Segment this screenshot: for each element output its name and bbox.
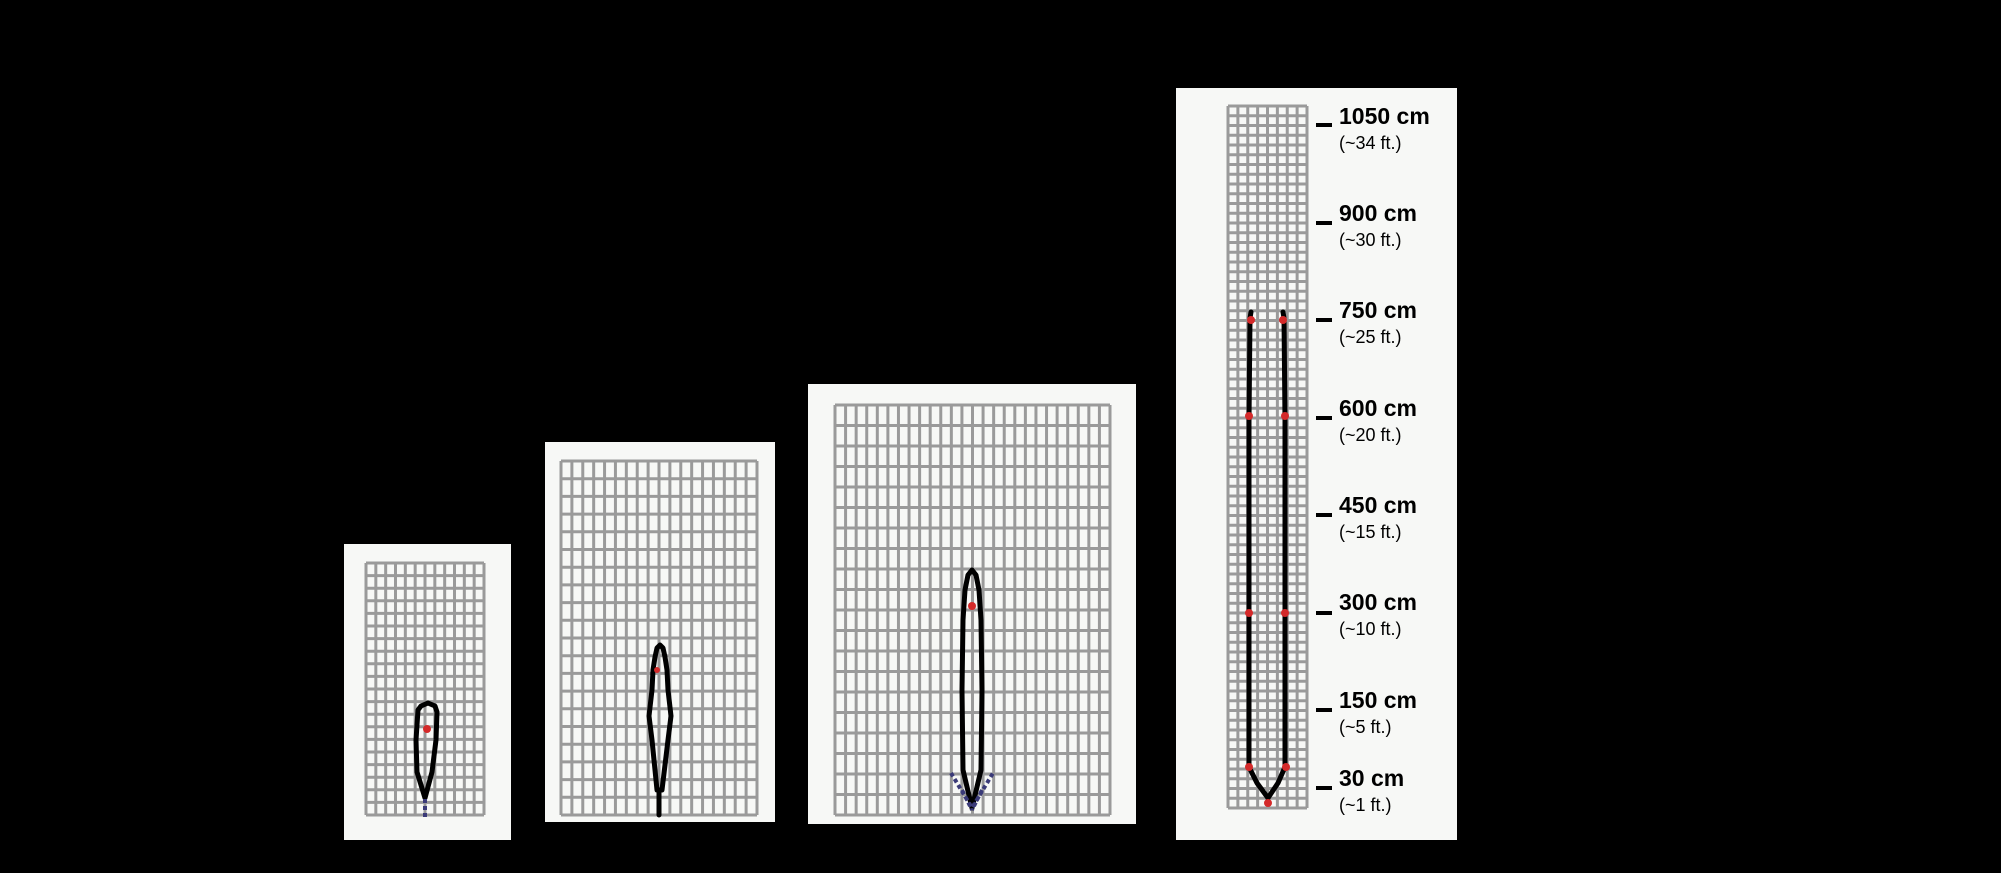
panel-4-node [1264, 799, 1272, 807]
height-scale: 1050 cm (~34 ft.) 900 cm (~30 ft.) 750 c… [1316, 103, 1430, 815]
scale-label: 300 cm [1339, 589, 1417, 615]
panel-4-node [1245, 609, 1253, 617]
scale-sublabel: (~30 ft.) [1339, 230, 1402, 250]
scale-sublabel: (~34 ft.) [1339, 133, 1402, 153]
scale-label: 900 cm [1339, 200, 1417, 226]
stage-panel-1 [344, 544, 511, 840]
scale-label: 30 cm [1339, 765, 1404, 791]
scale-sublabel: (~10 ft.) [1339, 619, 1402, 639]
panel-2-organism-outline [646, 642, 674, 793]
scale-label: 750 cm [1339, 297, 1417, 323]
panel-2-grid [559, 459, 759, 817]
scale-label: 600 cm [1339, 395, 1417, 421]
panel-4-nodes [1245, 316, 1290, 807]
scale-label: 1050 cm [1339, 103, 1430, 129]
panel-4-node [1281, 609, 1289, 617]
scale-sublabel: (~1 ft.) [1339, 795, 1392, 815]
panel-1-node [423, 725, 431, 733]
stage-panel-4: 1050 cm (~34 ft.) 900 cm (~30 ft.) 750 c… [1176, 88, 1457, 840]
panel-2-node [654, 667, 660, 673]
panel-4-node [1282, 763, 1290, 771]
stage-panel-2 [545, 442, 775, 822]
scale-sublabel: (~20 ft.) [1339, 425, 1402, 445]
panel-4-node [1245, 412, 1253, 420]
scale-sublabel: (~25 ft.) [1339, 327, 1402, 347]
panel-3-node [968, 602, 976, 610]
panel-1-organism-outline [413, 700, 440, 801]
panel-1-grid [364, 561, 486, 817]
scale-label: 450 cm [1339, 492, 1417, 518]
panel-4-node [1281, 412, 1289, 420]
scale-sublabel: (~15 ft.) [1339, 522, 1402, 542]
panel-4-node [1279, 316, 1287, 324]
panel-3-organism-outline [959, 567, 985, 811]
stage-panel-3 [808, 384, 1136, 824]
scale-label: 150 cm [1339, 687, 1417, 713]
scale-sublabel: (~5 ft.) [1339, 717, 1392, 737]
panel-3-root-dashes [949, 771, 995, 812]
panel-4-node [1245, 763, 1253, 771]
panel-4-node [1247, 316, 1255, 324]
panel-4-background [1176, 88, 1457, 840]
panel-3-grid [833, 403, 1112, 817]
